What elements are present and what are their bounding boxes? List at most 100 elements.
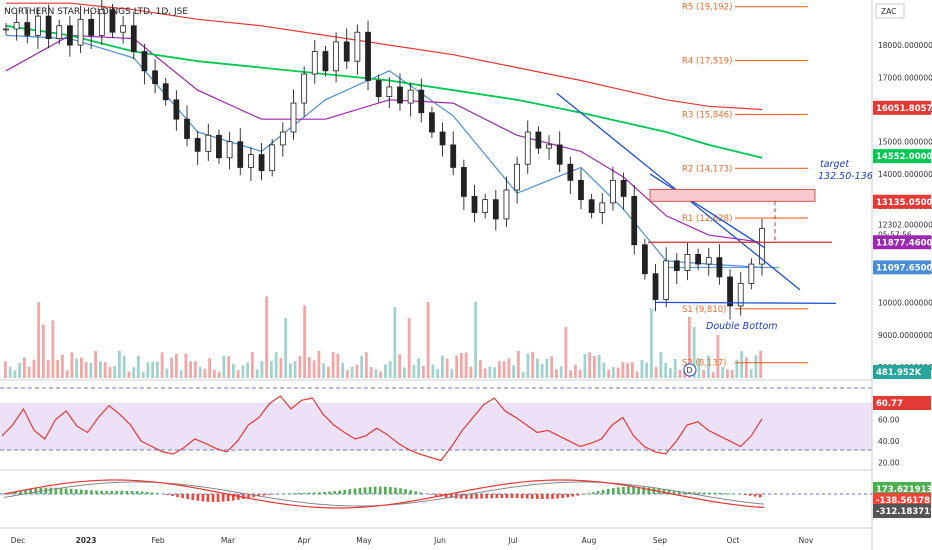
candle-body bbox=[429, 112, 435, 133]
macd-histogram-bar bbox=[247, 494, 250, 499]
macd-histogram-bar bbox=[541, 494, 544, 499]
macd-histogram-bar bbox=[313, 492, 316, 494]
volume-bar bbox=[4, 361, 7, 378]
pivot-label: R1 (12,628) bbox=[682, 214, 732, 224]
macd-histogram-bar bbox=[49, 487, 53, 494]
candle-body bbox=[77, 18, 84, 46]
macd-histogram-bar bbox=[627, 486, 630, 494]
countdown-label: 05:57:56 bbox=[878, 231, 912, 240]
volume-bar bbox=[232, 364, 235, 378]
volume-bar bbox=[640, 359, 644, 378]
volume-bar bbox=[384, 364, 387, 378]
volume-bar bbox=[474, 301, 478, 378]
volume-bar bbox=[711, 371, 715, 378]
volume-bar bbox=[270, 361, 273, 378]
candle-body bbox=[322, 51, 329, 72]
volume-bar bbox=[735, 359, 739, 378]
x-tick-label: Mar bbox=[221, 536, 236, 545]
volume-bar bbox=[431, 364, 435, 378]
volume-bar bbox=[137, 355, 140, 378]
volume-bar bbox=[635, 371, 639, 378]
volume-bar bbox=[336, 353, 340, 378]
macd-histogram-bar bbox=[14, 491, 17, 494]
volume-bar bbox=[260, 361, 264, 378]
volume-bar bbox=[583, 354, 587, 378]
macd-histogram-bar bbox=[201, 494, 205, 502]
volume-bar bbox=[322, 363, 326, 378]
y-tick-label: 9000.0000000 bbox=[878, 331, 932, 340]
x-tick-label: Apr bbox=[298, 536, 312, 545]
volume-bar bbox=[350, 366, 354, 378]
price-tag: 14552.0000000 bbox=[876, 152, 932, 162]
volume-bar bbox=[32, 359, 36, 378]
macd-histogram-bar bbox=[34, 488, 37, 494]
macd-histogram-bar bbox=[546, 494, 549, 499]
macd-histogram-bar bbox=[125, 490, 129, 494]
volume-bar bbox=[99, 361, 102, 378]
macd-histogram-bar bbox=[130, 490, 134, 494]
volume-bar bbox=[550, 356, 554, 378]
macd-histogram-bar bbox=[480, 494, 483, 499]
candle-body bbox=[66, 25, 73, 46]
rsi-line: 60.00 40.00 20.00 bbox=[1, 395, 900, 468]
pivot-label: S1 (9,810) bbox=[682, 305, 726, 315]
volume-bar bbox=[602, 362, 606, 378]
volume-bar bbox=[165, 368, 169, 378]
volume-bar bbox=[526, 353, 530, 378]
macd-signal-tag-bg bbox=[873, 493, 931, 507]
volume-bar bbox=[469, 366, 473, 378]
volume-bar bbox=[327, 366, 330, 378]
macd-histogram-bar bbox=[434, 494, 438, 496]
rsi-tick-label: 40.00 bbox=[878, 437, 900, 446]
macd-histogram-bar bbox=[166, 494, 169, 496]
volume-bar bbox=[445, 358, 449, 378]
volume-bar bbox=[645, 362, 649, 378]
volume-bar bbox=[721, 367, 725, 378]
macd-histogram-bar bbox=[328, 491, 331, 494]
candle-body bbox=[141, 51, 148, 72]
macd-histogram-bar bbox=[267, 494, 271, 495]
volume-bar bbox=[355, 364, 359, 378]
macd-histogram-bar bbox=[642, 487, 645, 494]
volume-tag-bg bbox=[873, 365, 931, 379]
macd-histogram-bar bbox=[206, 494, 210, 502]
macd-histogram-bar bbox=[510, 494, 514, 499]
volume-bar bbox=[379, 371, 383, 378]
rsi-tag: 60.77 bbox=[876, 399, 903, 409]
macd-histogram-bar bbox=[135, 491, 139, 494]
volume-bar bbox=[18, 362, 22, 378]
volume-bar bbox=[612, 367, 615, 378]
volume-bar bbox=[749, 369, 753, 378]
candle-body bbox=[269, 144, 276, 172]
candle-body bbox=[748, 263, 755, 284]
volume-bar bbox=[483, 368, 487, 378]
volume-bar bbox=[246, 362, 250, 378]
volume-bar bbox=[664, 362, 668, 378]
currency-label: ZAC bbox=[881, 7, 896, 16]
volume-bar bbox=[455, 355, 459, 378]
candle-body bbox=[705, 257, 712, 265]
candle-body bbox=[184, 118, 190, 139]
dividend-marker[interactable] bbox=[683, 363, 697, 377]
volume-bar bbox=[460, 352, 463, 378]
candle-body bbox=[588, 199, 595, 213]
macd-histogram-bar bbox=[718, 492, 721, 494]
volume-bar bbox=[189, 361, 193, 378]
volume-bar bbox=[607, 369, 611, 378]
volume-bar bbox=[588, 352, 592, 378]
volume-tag: 481.952K bbox=[876, 368, 922, 378]
volume-bar bbox=[293, 360, 297, 378]
candle-body bbox=[471, 196, 478, 213]
volume-bar bbox=[502, 361, 506, 378]
macd-histogram-bar bbox=[404, 489, 407, 494]
macd-histogram-bar bbox=[232, 494, 235, 501]
volume-bar bbox=[127, 371, 131, 378]
candle-body bbox=[130, 25, 137, 52]
macd-histogram-bar bbox=[693, 492, 696, 494]
macd-histogram-bar bbox=[409, 490, 412, 494]
macd-histogram-bar bbox=[743, 494, 747, 495]
volume-bar bbox=[754, 355, 758, 378]
candle-body bbox=[450, 144, 457, 168]
candle-body bbox=[35, 15, 41, 36]
trend-drawings bbox=[556, 92, 837, 305]
